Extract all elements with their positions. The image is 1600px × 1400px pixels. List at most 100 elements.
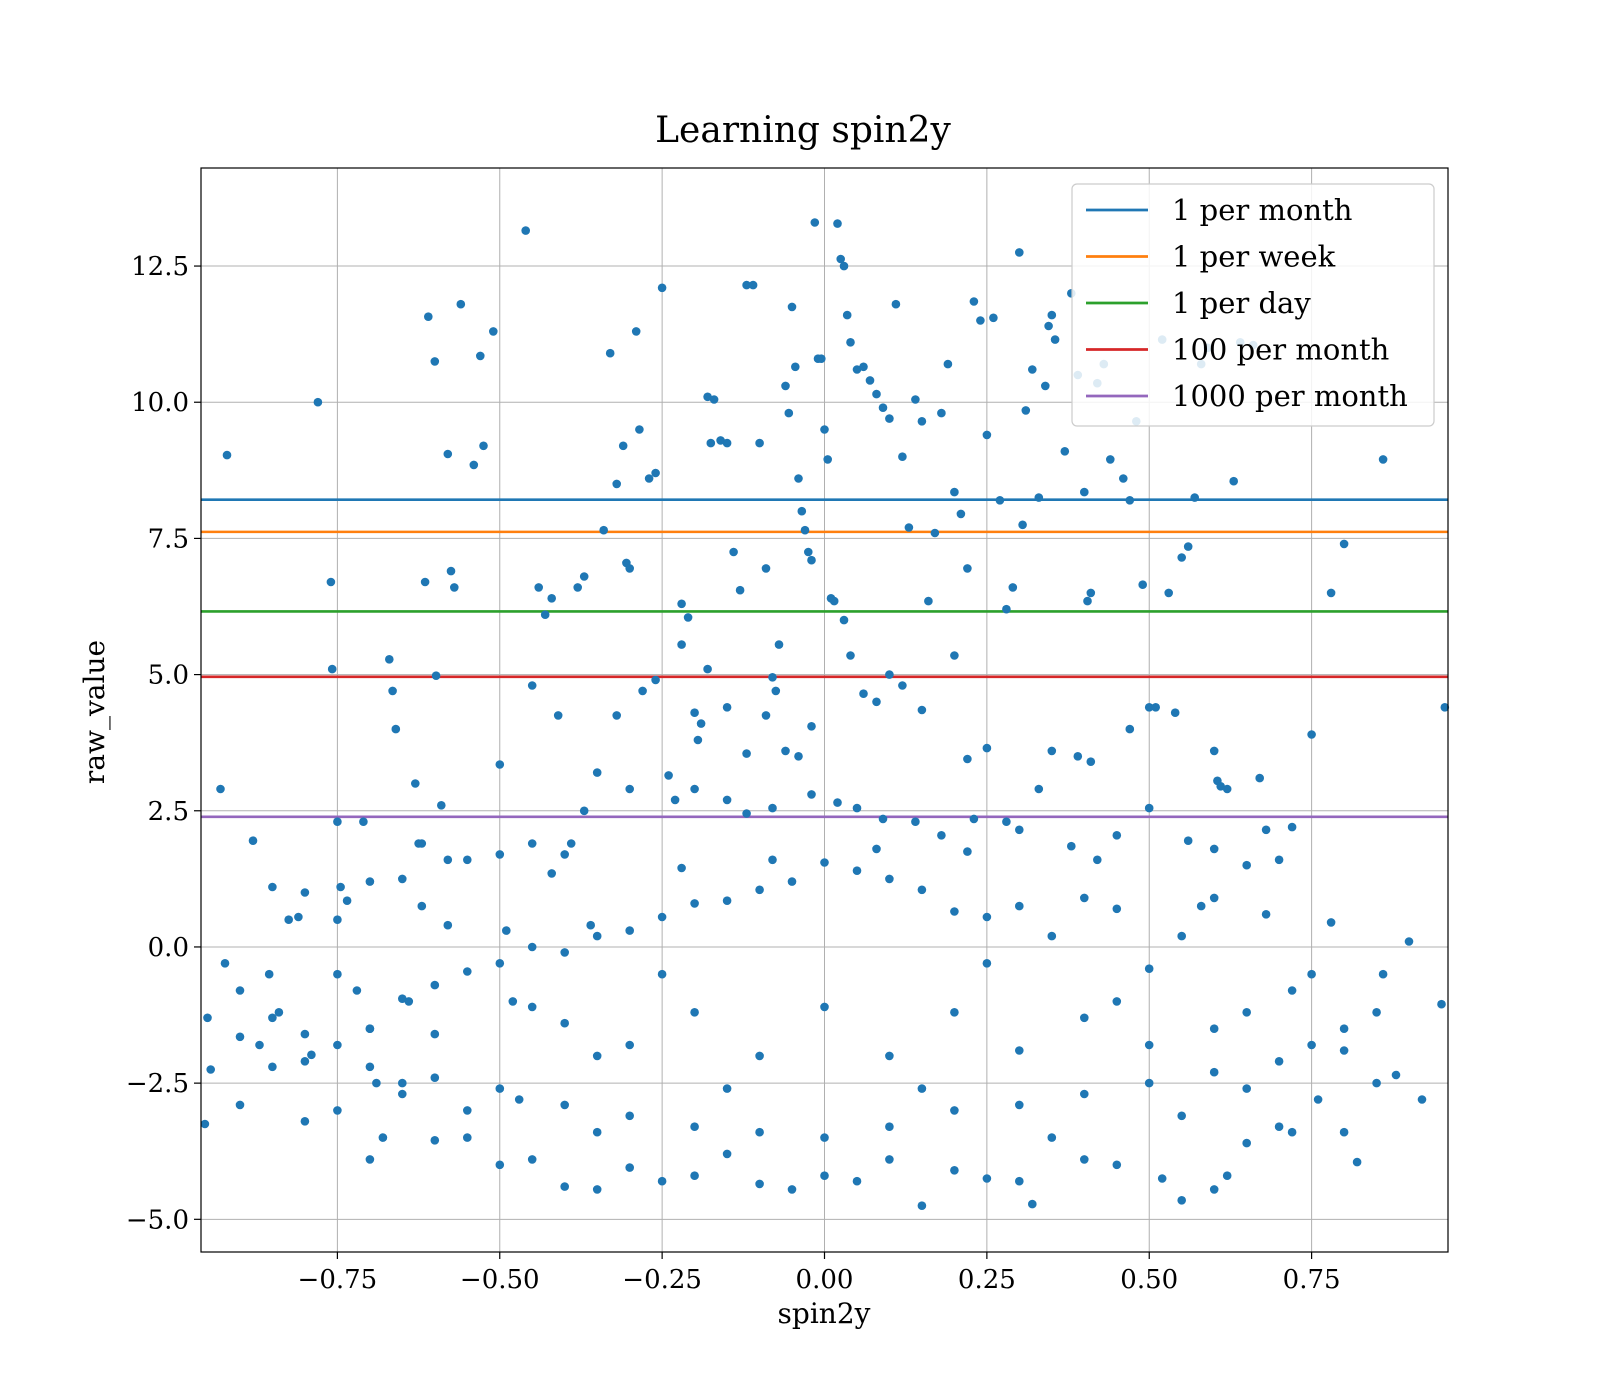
scatter-point bbox=[378, 1133, 388, 1142]
scatter-point bbox=[1112, 1160, 1122, 1170]
scatter-point bbox=[424, 312, 433, 322]
scatter-point bbox=[820, 1133, 829, 1142]
scatter-point bbox=[1028, 1199, 1037, 1209]
scatter-point bbox=[203, 1013, 212, 1023]
x-tick-label: −0.75 bbox=[298, 1265, 378, 1295]
scatter-point bbox=[1144, 803, 1154, 813]
scatter-point bbox=[625, 1040, 634, 1050]
y-tick-label: 10.0 bbox=[131, 388, 189, 418]
scatter-point bbox=[1144, 1040, 1154, 1050]
scatter-point bbox=[1047, 746, 1057, 756]
scatter-point bbox=[359, 817, 368, 826]
scatter-point bbox=[690, 1008, 699, 1017]
scatter-point bbox=[1372, 1008, 1381, 1017]
scatter-point bbox=[1138, 580, 1147, 589]
scatter-point bbox=[547, 869, 556, 878]
scatter-point bbox=[878, 403, 888, 413]
scatter-point bbox=[1339, 1127, 1349, 1137]
scatter-point bbox=[950, 1166, 959, 1175]
scatter-point bbox=[420, 577, 430, 587]
scatter-point bbox=[898, 681, 907, 690]
scatter-point bbox=[294, 912, 303, 922]
scatter-point bbox=[1242, 1084, 1251, 1093]
scatter-point bbox=[560, 1182, 569, 1191]
scatter-point bbox=[820, 1171, 829, 1180]
legend-label: 100 per month bbox=[1172, 333, 1389, 367]
scatter-point bbox=[761, 564, 771, 573]
scatter-point bbox=[761, 711, 771, 720]
scatter-point bbox=[690, 708, 699, 717]
x-tick-label: 0.50 bbox=[1120, 1265, 1178, 1295]
scatter-point bbox=[693, 735, 703, 745]
scatter-point bbox=[722, 703, 732, 712]
scatter-point bbox=[1307, 1040, 1316, 1050]
scatter-point bbox=[612, 711, 621, 720]
scatter-point bbox=[839, 615, 849, 625]
scatter-point bbox=[820, 1002, 829, 1012]
scatter-point bbox=[1261, 825, 1271, 835]
scatter-point bbox=[784, 408, 794, 418]
scatter-point bbox=[950, 487, 959, 497]
scatter-point bbox=[794, 752, 803, 761]
scatter-point bbox=[586, 920, 595, 930]
scatter-point bbox=[216, 784, 225, 794]
scatter-point bbox=[1050, 335, 1060, 344]
scatter-point bbox=[768, 673, 777, 682]
scatter-point bbox=[456, 299, 466, 309]
scatter-point bbox=[1378, 969, 1388, 979]
scatter-point bbox=[333, 1106, 342, 1115]
scatter-point bbox=[1352, 1157, 1362, 1167]
scatter-point bbox=[917, 705, 927, 715]
scatter-point bbox=[865, 376, 875, 385]
scatter-point bbox=[989, 313, 998, 323]
scatter-point bbox=[1222, 784, 1232, 794]
scatter-point bbox=[1242, 1138, 1251, 1148]
scatter-point bbox=[703, 392, 712, 402]
scatter-point bbox=[1339, 539, 1349, 549]
scatter-point bbox=[976, 316, 985, 325]
scatter-point bbox=[431, 671, 441, 680]
scatter-point bbox=[313, 397, 323, 407]
scatter-point bbox=[950, 1106, 959, 1115]
scatter-point bbox=[1086, 588, 1096, 598]
scatter-point bbox=[1209, 1024, 1219, 1033]
scatter-point bbox=[735, 585, 745, 595]
scatter-point bbox=[625, 1163, 634, 1172]
scatter-point bbox=[560, 1100, 569, 1110]
scatter-point bbox=[657, 912, 667, 922]
scatter-point bbox=[885, 874, 894, 884]
scatter-point bbox=[1242, 860, 1251, 870]
scatter-point bbox=[411, 779, 420, 788]
scatter-point bbox=[1067, 841, 1076, 851]
scatter-point bbox=[657, 969, 667, 979]
scatter-point bbox=[463, 855, 472, 865]
scatter-point bbox=[709, 395, 719, 404]
scatter-point bbox=[1021, 406, 1031, 415]
scatter-point bbox=[1093, 855, 1102, 865]
scatter-point bbox=[937, 408, 946, 418]
scatter-point bbox=[696, 719, 706, 728]
scatter-point bbox=[742, 749, 751, 758]
scatter-point bbox=[1242, 1008, 1251, 1017]
scatter-point bbox=[1112, 904, 1122, 914]
scatter-point bbox=[722, 896, 732, 905]
scatter-point bbox=[1002, 817, 1011, 826]
scatter-point bbox=[235, 986, 245, 995]
legend-box bbox=[1071, 183, 1435, 427]
scatter-point bbox=[352, 986, 362, 995]
scatter-point bbox=[1326, 918, 1336, 927]
scatter-point bbox=[690, 1122, 699, 1131]
scatter-point bbox=[495, 1084, 505, 1093]
scatter-point bbox=[1080, 487, 1089, 497]
scatter-point bbox=[1391, 1070, 1401, 1080]
scatter-point bbox=[794, 474, 803, 483]
scatter-point bbox=[771, 686, 781, 696]
scatter-point bbox=[722, 795, 732, 805]
scatter-point bbox=[820, 858, 829, 867]
x-axis-ticks: −0.75 −0.50 −0.25 0.00 0.25 0.50 0.75 bbox=[298, 1252, 1341, 1295]
scatter-point bbox=[859, 362, 868, 372]
scatter-point bbox=[791, 362, 800, 372]
scatter-point bbox=[222, 450, 232, 460]
scatter-point bbox=[885, 414, 894, 423]
